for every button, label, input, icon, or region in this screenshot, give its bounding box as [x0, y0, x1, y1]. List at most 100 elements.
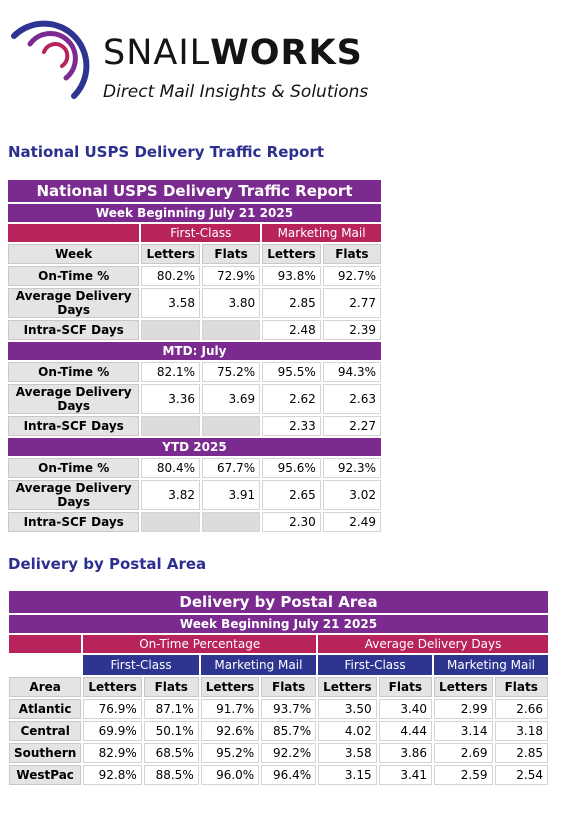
table-cell: 2.39 [322, 320, 381, 340]
table-cell: 82.9% [83, 743, 142, 763]
national-report-heading: National USPS Delivery Traffic Report [8, 143, 324, 161]
weekly-rows: On-Time % 80.2% 72.9% 93.8% 92.7% Averag… [8, 266, 381, 340]
first-class-header: First-Class [318, 655, 433, 675]
row-label: Average Delivery Days [8, 384, 140, 414]
row-label: On-Time % [8, 266, 140, 286]
table-cell: 96.0% [200, 765, 260, 785]
table-cell: 92.3% [322, 458, 381, 478]
flats-header: Flats [322, 244, 381, 264]
week-header: Week [8, 244, 140, 264]
table-cell: 2.69 [434, 743, 493, 763]
table-cell: 80.2% [141, 266, 200, 286]
postal-area-table: Delivery by Postal Area Week Beginning J… [7, 589, 550, 787]
table-cell: 82.1% [141, 362, 200, 382]
empty-cell [202, 512, 261, 532]
table-row: Average Delivery Days 3.36 3.69 2.62 2.6… [8, 384, 381, 414]
table-cell: 92.2% [261, 743, 317, 763]
table-cell: 3.69 [202, 384, 261, 414]
table-cell: 2.49 [322, 512, 381, 532]
letters-header: Letters [83, 677, 142, 697]
table-cell: 95.2% [200, 743, 260, 763]
national-report-table: National USPS Delivery Traffic Report We… [6, 178, 383, 534]
table-cell: 2.33 [262, 416, 321, 436]
table-cell: 2.65 [262, 480, 321, 510]
header-blank [8, 224, 140, 242]
table-cell: 92.7% [322, 266, 381, 286]
mtd-rows: On-Time % 82.1% 75.2% 95.5% 94.3% Averag… [8, 362, 381, 436]
brand-tagline: Direct Mail Insights & Solutions [103, 82, 369, 102]
table-cell: 3.91 [202, 480, 261, 510]
table-cell: 2.30 [262, 512, 321, 532]
table-cell: 75.2% [202, 362, 261, 382]
table-cell: 3.50 [318, 699, 377, 719]
flats-header: Flats [261, 677, 317, 697]
area-header: Area [9, 677, 82, 697]
table-cell: 3.58 [318, 743, 377, 763]
table-cell: 76.9% [83, 699, 142, 719]
mtd-section-header: MTD: July [8, 342, 381, 360]
table-cell: 92.6% [200, 721, 260, 741]
marketing-mail-header: Marketing Mail [262, 224, 381, 242]
table-cell: 69.9% [83, 721, 142, 741]
table-row: On-Time % 82.1% 75.2% 95.5% 94.3% [8, 362, 381, 382]
flats-header: Flats [494, 677, 548, 697]
table-cell: 93.7% [261, 699, 317, 719]
table-cell: 96.4% [261, 765, 317, 785]
empty-cell [202, 416, 261, 436]
table-cell: 2.62 [262, 384, 321, 414]
ytd-section-header: YTD 2025 [8, 438, 381, 456]
marketing-mail-header: Marketing Mail [200, 655, 317, 675]
table-cell: 4.44 [378, 721, 433, 741]
table-cell: 2.27 [322, 416, 381, 436]
postal-table-subtitle: Week Beginning July 21 2025 [9, 615, 548, 633]
table-row: On-Time % 80.2% 72.9% 93.8% 92.7% [8, 266, 381, 286]
table-row: Central 69.9% 50.1% 92.6% 85.7% 4.02 4.4… [9, 721, 548, 741]
flats-header: Flats [378, 677, 433, 697]
table-cell: 3.58 [141, 288, 200, 318]
table-cell: 95.6% [262, 458, 321, 478]
table-cell: 2.85 [494, 743, 548, 763]
row-label: Intra-SCF Days [8, 416, 140, 436]
empty-cell [141, 512, 200, 532]
avg-delivery-days-header: Average Delivery Days [318, 635, 548, 653]
table-cell: 93.8% [262, 266, 321, 286]
table-row: Atlantic 76.9% 87.1% 91.7% 93.7% 3.50 3.… [9, 699, 548, 719]
table-row: Average Delivery Days 3.58 3.80 2.85 2.7… [8, 288, 381, 318]
snail-swirl-icon [11, 20, 90, 99]
letters-header: Letters [318, 677, 377, 697]
table-cell: 2.63 [322, 384, 381, 414]
table-cell: 92.8% [83, 765, 142, 785]
brand-name: SNAILWORKS [103, 33, 363, 73]
area-label: Atlantic [9, 699, 82, 719]
table-row: Southern 82.9% 68.5% 95.2% 92.2% 3.58 3.… [9, 743, 548, 763]
table-cell: 3.86 [378, 743, 433, 763]
table-cell: 3.40 [378, 699, 433, 719]
table-cell: 3.82 [141, 480, 200, 510]
table-cell: 2.77 [322, 288, 381, 318]
table-cell: 95.5% [262, 362, 321, 382]
header-blank [9, 655, 82, 675]
flats-header: Flats [202, 244, 261, 264]
table-row: Intra-SCF Days 2.30 2.49 [8, 512, 381, 532]
empty-cell [141, 320, 200, 340]
table-cell: 2.59 [434, 765, 493, 785]
table-cell: 72.9% [202, 266, 261, 286]
table-cell: 3.02 [322, 480, 381, 510]
letters-header: Letters [200, 677, 260, 697]
table-cell: 87.1% [143, 699, 199, 719]
table-cell: 68.5% [143, 743, 199, 763]
table-cell: 2.85 [262, 288, 321, 318]
table-cell: 2.66 [494, 699, 548, 719]
area-label: Central [9, 721, 82, 741]
postal-table-title: Delivery by Postal Area [9, 591, 548, 613]
table-cell: 85.7% [261, 721, 317, 741]
table-cell: 94.3% [322, 362, 381, 382]
row-label: On-Time % [8, 362, 140, 382]
area-label: WestPac [9, 765, 82, 785]
flats-header: Flats [143, 677, 199, 697]
table-cell: 80.4% [141, 458, 200, 478]
header-blank [9, 635, 82, 653]
area-label: Southern [9, 743, 82, 763]
table-cell: 3.14 [434, 721, 493, 741]
postal-area-heading: Delivery by Postal Area [8, 555, 207, 573]
